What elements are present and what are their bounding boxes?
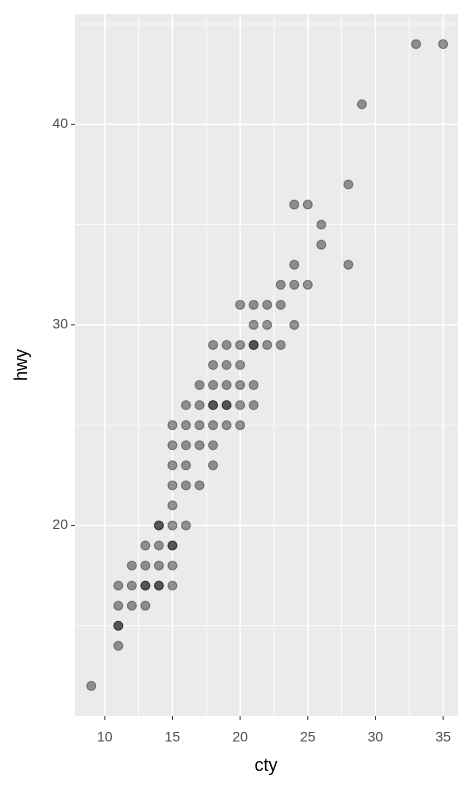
point: [167, 480, 178, 491]
panel: [75, 14, 458, 716]
point: [208, 380, 219, 391]
point: [140, 600, 151, 611]
point: [411, 39, 422, 50]
point: [438, 39, 449, 50]
y-tick-label: 40: [52, 115, 68, 131]
point: [180, 440, 191, 451]
x-tick-label: 25: [300, 729, 316, 745]
point: [248, 299, 259, 310]
point: [167, 500, 178, 511]
point: [316, 219, 327, 230]
point: [343, 259, 354, 270]
point: [126, 600, 137, 611]
point: [140, 580, 151, 591]
point: [167, 460, 178, 471]
point: [194, 400, 205, 411]
point: [180, 400, 191, 411]
point: [208, 339, 219, 350]
point: [153, 580, 164, 591]
point: [167, 520, 178, 531]
point: [275, 339, 286, 350]
y-tick-label: 30: [52, 316, 68, 332]
point: [248, 339, 259, 350]
point: [180, 420, 191, 431]
point: [248, 319, 259, 330]
x-tick-label: 35: [435, 729, 451, 745]
point: [248, 400, 259, 411]
point: [208, 400, 219, 411]
point: [167, 440, 178, 451]
x-tick-label: 10: [97, 729, 113, 745]
point: [302, 199, 313, 210]
point: [275, 279, 286, 290]
point: [113, 600, 124, 611]
point: [153, 540, 164, 551]
point: [208, 440, 219, 451]
point: [167, 420, 178, 431]
point: [221, 360, 232, 370]
point: [208, 460, 219, 471]
point: [153, 520, 164, 531]
point: [167, 580, 178, 591]
point: [235, 299, 246, 310]
point: [126, 580, 137, 591]
point: [113, 640, 124, 651]
point: [248, 339, 259, 350]
point: [221, 400, 232, 411]
point: [113, 580, 124, 591]
point: [167, 540, 178, 551]
point: [262, 339, 273, 350]
point: [167, 540, 178, 551]
x-tick-label: 15: [165, 729, 181, 745]
point: [113, 620, 124, 631]
point: [302, 279, 313, 290]
point: [235, 360, 246, 370]
point: [275, 299, 286, 310]
x-axis-label: cty: [254, 755, 277, 775]
point: [153, 560, 164, 571]
point: [316, 239, 327, 250]
point: [180, 460, 191, 471]
point: [194, 480, 205, 491]
point: [194, 440, 205, 451]
point: [140, 540, 151, 551]
point: [167, 560, 178, 571]
point: [126, 560, 137, 571]
point: [113, 620, 124, 631]
point: [194, 420, 205, 431]
point: [140, 560, 151, 571]
point: [289, 279, 300, 290]
point: [235, 400, 246, 411]
point: [235, 339, 246, 350]
point: [343, 179, 354, 190]
point: [221, 420, 232, 431]
point: [153, 580, 164, 591]
point: [289, 259, 300, 270]
point: [221, 400, 232, 411]
y-axis-label: hwy: [11, 349, 31, 381]
point: [153, 520, 164, 531]
point: [221, 380, 232, 391]
point: [208, 360, 219, 370]
point: [140, 580, 151, 591]
point: [208, 420, 219, 431]
point: [208, 400, 219, 411]
point: [221, 339, 232, 350]
point: [86, 680, 97, 691]
point: [180, 520, 191, 531]
point: [180, 480, 191, 491]
point: [356, 99, 367, 110]
point: [248, 380, 259, 391]
point: [289, 319, 300, 330]
y-tick-label: 20: [52, 516, 68, 532]
point: [235, 420, 246, 431]
point: [235, 380, 246, 391]
point: [262, 299, 273, 310]
point: [194, 380, 205, 391]
point: [262, 319, 273, 330]
x-tick-label: 30: [368, 729, 384, 745]
point: [289, 199, 300, 210]
x-tick-label: 20: [232, 729, 248, 745]
